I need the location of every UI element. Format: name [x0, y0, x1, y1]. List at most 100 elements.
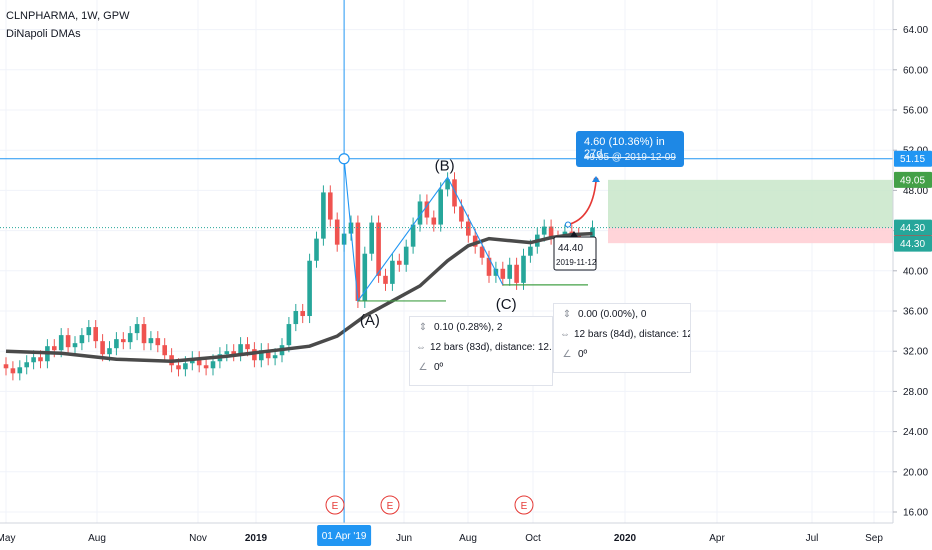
projection-start-dot: [564, 221, 572, 228]
price-range-icon: ⇕: [418, 321, 428, 333]
candle-body: [17, 367, 23, 374]
candle-body: [307, 260, 312, 317]
price-tick-label: 36.00: [903, 307, 928, 318]
candle-body: [424, 201, 430, 218]
candle-body: [210, 361, 216, 369]
event-marker: [380, 495, 400, 515]
candle-body: [479, 246, 485, 258]
stop-zone: [608, 227, 893, 244]
candle-body: [162, 345, 167, 356]
candle-body: [328, 192, 333, 220]
tooltip-arrow: [592, 176, 600, 182]
symbol-title: CLNPHARMA, 1W, GPW: [6, 10, 130, 22]
candle-body: [541, 226, 547, 235]
price-marker-pointer: [570, 231, 578, 237]
wave-label-c: (C): [496, 296, 517, 313]
price-marker-date: 2019-11-12: [556, 258, 597, 267]
candle-body: [107, 348, 112, 355]
price-tick-label: 64.00: [903, 25, 928, 36]
candle-body: [10, 368, 16, 374]
candle-body: [196, 358, 202, 366]
price-tick-label: 60.00: [903, 65, 928, 76]
candle-body: [259, 350, 264, 361]
time-tick-label: Jul: [806, 533, 819, 544]
event-marker-label: E: [332, 501, 339, 512]
candle-body: [438, 189, 443, 225]
time-tick-label: Nov: [189, 533, 207, 544]
measure-tooltip-change: 4.60 (10.36%) in 27d: [584, 136, 665, 160]
time-tick-label: Jun: [396, 533, 412, 544]
price-tick-label: 48.00: [903, 186, 928, 197]
candle-body: [245, 344, 250, 350]
candle-body: [355, 222, 361, 301]
candle-body: [58, 335, 64, 351]
candle-body: [500, 268, 506, 279]
candle-body: [134, 324, 140, 334]
candle-body: [148, 338, 154, 344]
time-tick-label: 2019: [245, 533, 268, 544]
price-tag-label: 44.30: [900, 223, 925, 234]
candle-body: [141, 324, 147, 344]
indicator-title: DiNapoli DMAs: [6, 28, 81, 40]
info-box-1-price: 0.10 (0.28%), 2: [434, 321, 503, 333]
candle-body: [521, 255, 526, 283]
last-price-tag: [894, 235, 932, 252]
candle-body: [100, 341, 105, 355]
time-tick-label: 2020: [614, 533, 637, 544]
candle-body: [334, 219, 340, 245]
candle-body: [452, 179, 457, 207]
candle-body: [383, 275, 388, 284]
candle-body: [314, 238, 319, 261]
target-zone: [608, 179, 893, 228]
candle-body: [183, 363, 188, 370]
price-tick-label: 40.00: [903, 266, 928, 277]
price-axis: 64.0060.0056.0052.0048.0044.0040.0036.00…: [892, 0, 932, 523]
candle-body: [417, 201, 423, 225]
candle-body: [176, 365, 181, 370]
candle-body: [286, 324, 292, 346]
info-box-1-bars: 12 bars (83d), distance: 12.000: [430, 341, 552, 353]
candle-body: [86, 327, 92, 336]
candle-body: [127, 333, 133, 343]
price-tag: [894, 171, 932, 188]
candle-body: [403, 246, 409, 265]
crosshair: 01 Apr '19: [0, 0, 893, 546]
candle-body: [397, 260, 402, 265]
candle-body: [293, 311, 299, 325]
candle-body: [445, 179, 450, 190]
candle-body: [203, 365, 209, 369]
measure-tooltip: 4.60 (10.36%) in 27d 49.05 @ 2019-12-09: [576, 131, 684, 167]
price-tag-label: 49.05: [900, 175, 925, 186]
candle-body: [238, 344, 243, 355]
candle-body: [65, 335, 71, 348]
time-tick-label: Oct: [525, 533, 541, 544]
candle-body: [52, 346, 57, 351]
time-axis: May Aug Nov 2019 Jun Aug Oct 2020 Apr Jul Sep: [0, 522, 893, 544]
price-tag: [894, 219, 932, 236]
info-box-2-angle: 0º: [578, 348, 588, 360]
candle-body: [31, 357, 36, 363]
candle-body: [528, 246, 533, 256]
measure-info-box-2: ⇕ 0.00 (0.00%), 0 ⇔ 12 bars (84d), distanc…: [553, 303, 691, 373]
candle-body: [362, 253, 368, 301]
price-tick-label: 20.00: [903, 467, 928, 478]
price-tick-label: 24.00: [903, 427, 928, 438]
candle-body: [507, 264, 512, 279]
wave-drawings: (A) (B) (C) 44.40 2019-11-12: [0, 157, 893, 329]
candle-body: [390, 260, 395, 284]
candle-body: [114, 339, 119, 349]
candle-body: [24, 362, 29, 368]
candle-body: [252, 349, 257, 361]
candle-body: [369, 222, 374, 254]
candle-body: [514, 264, 519, 283]
crosshair-date-label: 01 Apr '19: [322, 531, 367, 542]
candle-body: [548, 226, 554, 238]
time-tick-label: May: [0, 533, 15, 544]
info-box-2-price: 0.00 (0.00%), 0: [578, 308, 647, 320]
time-tick-label: Sep: [865, 533, 883, 544]
candle-body: [300, 311, 305, 317]
candle-body: [321, 192, 326, 239]
candle-body: [472, 235, 478, 247]
